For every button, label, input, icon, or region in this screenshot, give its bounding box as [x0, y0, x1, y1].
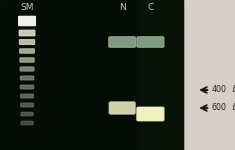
Bar [141, 0, 183, 150]
FancyBboxPatch shape [109, 37, 136, 47]
FancyBboxPatch shape [110, 102, 135, 114]
FancyBboxPatch shape [20, 58, 34, 62]
Text: bp: bp [230, 103, 235, 112]
FancyBboxPatch shape [20, 49, 34, 53]
FancyBboxPatch shape [20, 40, 35, 44]
FancyBboxPatch shape [137, 37, 164, 47]
FancyBboxPatch shape [20, 76, 34, 80]
Text: 400: 400 [212, 85, 227, 94]
Text: N: N [119, 3, 125, 12]
FancyBboxPatch shape [20, 85, 34, 89]
Text: C: C [147, 3, 153, 12]
FancyBboxPatch shape [137, 107, 164, 121]
Text: 600: 600 [212, 103, 227, 112]
FancyBboxPatch shape [21, 94, 33, 98]
Text: SM: SM [20, 3, 34, 12]
Bar [0, 0, 183, 150]
FancyBboxPatch shape [21, 103, 33, 107]
FancyBboxPatch shape [21, 121, 33, 125]
FancyBboxPatch shape [21, 112, 33, 116]
FancyBboxPatch shape [19, 30, 35, 36]
Text: bp: bp [230, 85, 235, 94]
FancyBboxPatch shape [20, 67, 34, 71]
FancyBboxPatch shape [19, 16, 35, 26]
